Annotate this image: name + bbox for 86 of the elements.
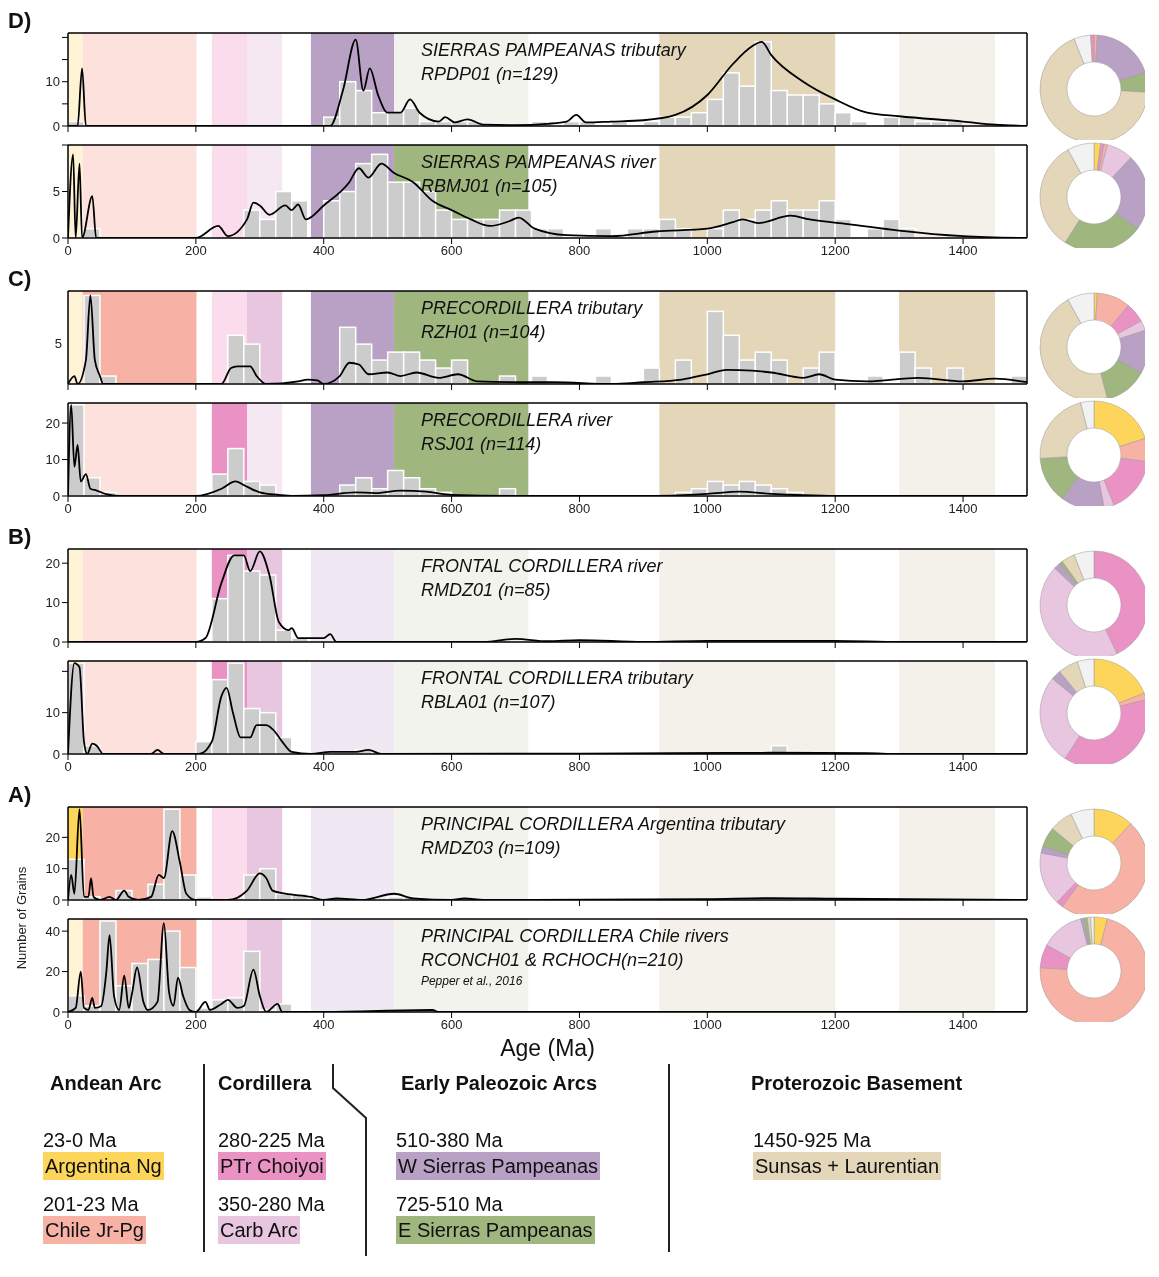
- y-tick-label: 5: [52, 184, 60, 200]
- text: RBLA01 (n=107): [420, 691, 557, 714]
- x-tick-label: 0: [64, 501, 72, 517]
- category-label: PTr Choiyoi: [218, 1152, 326, 1180]
- x-tick-label: 200: [185, 1017, 207, 1033]
- y-tick-label: 0: [52, 1004, 60, 1020]
- x-tick-label: 800: [568, 243, 591, 259]
- category-label: E Sierras Pampeanas: [396, 1216, 595, 1244]
- text: B): [8, 524, 32, 550]
- text: Cordillera: [218, 1072, 312, 1095]
- y-tick-label: 10: [45, 705, 60, 721]
- category-label: Argentina Ng: [43, 1152, 164, 1180]
- annotation: Pepper et al., 2016: [420, 973, 524, 990]
- x-tick-label: 1400: [948, 759, 978, 775]
- chart-title: FRONTAL CORDILLERA river: [420, 555, 663, 578]
- x-tick-label: 1200: [820, 1017, 850, 1033]
- x-tick-label: 600: [440, 1017, 463, 1033]
- y-tick-label: 10: [45, 595, 60, 611]
- x-tick-label: 1200: [820, 501, 850, 517]
- x-tick-label: 0: [64, 1017, 72, 1033]
- x-tick-label: 400: [312, 501, 335, 517]
- text: RCONCH01 & RCHOCH(n=210): [420, 949, 685, 972]
- chart-title: SIERRAS PAMPEANAS river: [420, 151, 656, 174]
- text: 350-280 Ma: [218, 1192, 325, 1216]
- x-tick-label: 200: [185, 243, 207, 259]
- chart-title: FRONTAL CORDILLERA tributary: [420, 667, 693, 690]
- x-tick-label: 800: [568, 1017, 591, 1033]
- x-tick-label: 200: [185, 501, 207, 517]
- x-tick-label: 800: [568, 501, 591, 517]
- x-axis-title: Age (Ma): [499, 1034, 596, 1062]
- text: RMDZ03 (n=109): [420, 837, 562, 860]
- x-tick-label: 1400: [948, 1017, 978, 1033]
- x-tick-label: 600: [440, 501, 463, 517]
- x-tick-label: 1000: [692, 1017, 722, 1033]
- text: A): [8, 782, 32, 808]
- y-tick-label: 0: [52, 488, 60, 504]
- y-tick-label: 10: [45, 74, 60, 90]
- category-label: Sunsas + Laurentian: [753, 1152, 942, 1180]
- text: Proterozoic Basement: [751, 1072, 963, 1095]
- x-tick-label: 1000: [692, 759, 722, 775]
- x-tick-label: 400: [312, 243, 335, 259]
- text: 510-380 Ma: [396, 1128, 504, 1152]
- text: RMDZ01 (n=85): [420, 579, 552, 602]
- category-label: Chile Jr-Pg: [43, 1216, 146, 1244]
- y-axis-title: Number of Grains: [13, 865, 30, 972]
- y-tick-label: 40: [45, 923, 60, 939]
- chart-title: SIERRAS PAMPEANAS tributary: [420, 39, 686, 62]
- text: 725-510 Ma: [396, 1192, 504, 1216]
- text: 280-225 Ma: [218, 1128, 326, 1152]
- text: 1450-925 Ma: [753, 1128, 872, 1152]
- x-tick-label: 800: [568, 759, 591, 775]
- x-tick-label: 1400: [948, 243, 978, 259]
- x-tick-label: 0: [64, 243, 72, 259]
- text: RPDP01 (n=129): [420, 63, 560, 86]
- y-tick-label: 20: [45, 415, 60, 431]
- x-tick-label: 400: [312, 759, 335, 775]
- text: Early Paleozoic Arcs: [401, 1072, 598, 1095]
- x-tick-label: 1400: [948, 501, 978, 517]
- y-tick-label: 20: [45, 829, 60, 845]
- y-tick-label: 0: [52, 746, 60, 762]
- category-label: Carb Arc: [218, 1216, 300, 1244]
- y-tick-label: 20: [45, 555, 60, 571]
- y-tick-label: 0: [52, 230, 60, 246]
- y-tick-label: 20: [45, 964, 60, 980]
- x-tick-label: 0: [64, 759, 72, 775]
- y-tick-label: 0: [52, 634, 60, 650]
- chart-title: PRINCIPAL CORDILLERA Chile rivers: [420, 925, 729, 948]
- text: C): [8, 266, 32, 292]
- y-tick-label: 0: [52, 892, 60, 908]
- y-tick-label: 10: [45, 452, 60, 468]
- x-tick-label: 400: [312, 1017, 335, 1033]
- x-tick-label: 600: [440, 243, 463, 259]
- category-label: W Sierras Pampeanas: [396, 1152, 601, 1180]
- chart-title: PRINCIPAL CORDILLERA Argentina tributary: [420, 813, 786, 836]
- text: Andean Arc: [50, 1072, 162, 1095]
- x-tick-label: 600: [440, 759, 463, 775]
- text: 201-23 Ma: [43, 1192, 140, 1216]
- x-tick-label: 1000: [692, 501, 722, 517]
- x-tick-label: 1200: [820, 759, 850, 775]
- x-tick-label: 200: [185, 759, 207, 775]
- text: 23-0 Ma: [43, 1128, 118, 1152]
- y-tick-label: 0: [52, 118, 60, 134]
- x-tick-label: 1000: [692, 243, 722, 259]
- y-tick-label: 10: [45, 861, 60, 877]
- text: D): [8, 8, 32, 34]
- x-tick-label: 1200: [820, 243, 850, 259]
